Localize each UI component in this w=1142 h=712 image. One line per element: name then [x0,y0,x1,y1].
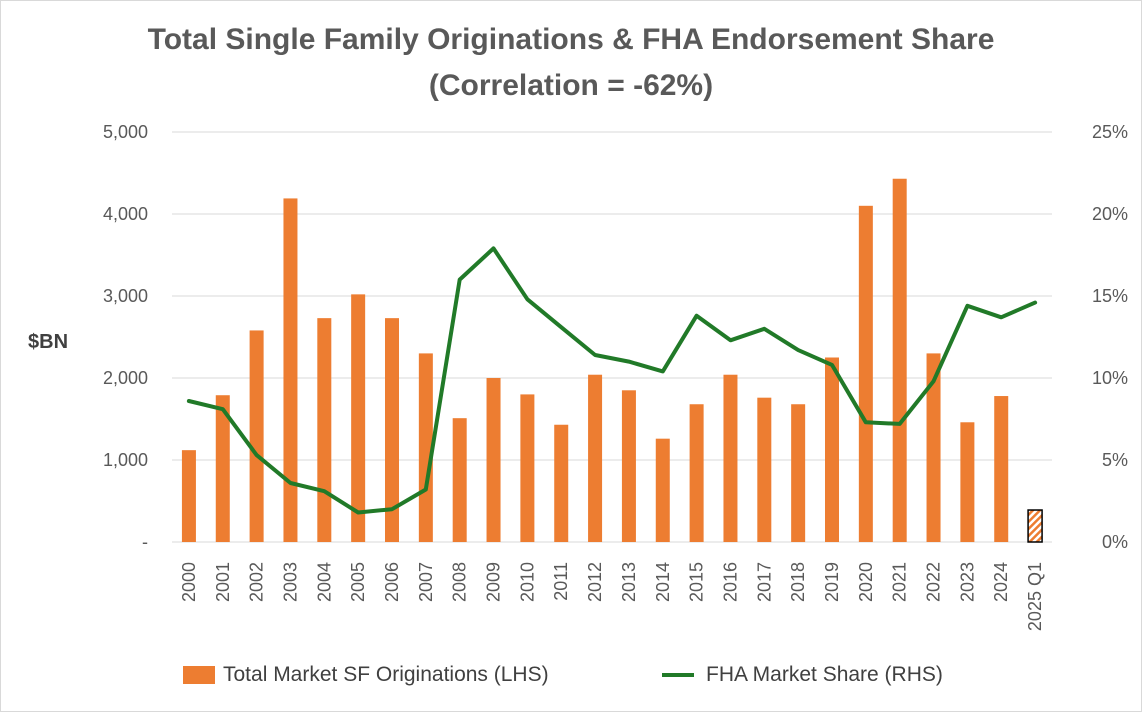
y-tick-label: 3,000 [103,286,148,306]
bar [791,404,806,542]
bar [486,378,501,542]
bar [452,418,467,542]
x-tick-label: 2003 [280,562,300,602]
bar [351,294,366,542]
legend-item-fha-share: FHA Market Share (RHS) [662,660,943,690]
y2-tick-label: 0% [1102,532,1128,552]
y-tick-label: 1,000 [103,450,148,470]
x-tick-label: 2002 [247,562,267,602]
bar [283,198,298,543]
x-tick-label: 2020 [856,562,876,602]
y-tick-label: 2,000 [103,368,148,388]
bar [181,450,196,542]
x-tick-label: 2024 [991,562,1011,602]
bar [689,404,704,542]
bar [723,374,738,542]
bar [994,396,1009,542]
legend-label-originations: Total Market SF Originations (LHS) [223,663,549,686]
bar [892,178,907,543]
bar [520,394,535,542]
bar [825,357,839,542]
legend-item-originations: Total Market SF Originations (LHS) [183,660,549,690]
x-tick-label: 2019 [822,562,842,602]
x-tick-label: 2007 [416,562,436,602]
bar [418,353,433,542]
x-tick-label: 2000 [179,562,199,602]
x-tick-label: 2023 [957,562,977,602]
x-tick-label: 2021 [890,562,910,602]
x-tick-label: 2018 [788,562,808,602]
x-tick-label: 2005 [348,562,368,602]
y2-tick-label: 20% [1092,204,1128,224]
y2-tick-label: 25% [1092,122,1128,142]
bar [926,353,941,542]
legend-line-swatch [662,673,694,677]
y2-tick-label: 10% [1092,368,1128,388]
x-tick-label: 2012 [585,562,605,602]
chart-title: Total Single Family Originations & FHA E… [147,23,995,56]
x-tick-label: 2013 [619,562,639,602]
bar [621,390,636,542]
x-tick-label: 2008 [450,562,470,602]
bar [385,318,399,542]
y-tick-label: 4,000 [103,204,148,224]
bar [960,422,975,542]
bar [858,205,873,543]
fha-share-line [186,246,1038,515]
bar [317,318,332,542]
y-tick-label: 5,000 [103,122,148,142]
x-tick-label: 2001 [213,562,233,602]
chart-subtitle: (Correlation = -62%) [428,69,714,102]
y2-tick-label: 15% [1092,286,1128,306]
bar [249,330,264,542]
x-tick-label: 2004 [314,562,334,602]
x-tick-label: 2016 [720,562,740,602]
x-tick-label: 2014 [653,562,673,602]
bar [757,397,772,542]
x-tick-label: 2015 [687,562,707,602]
y-tick-label: - [142,532,148,552]
x-tick-label: 2009 [484,562,504,602]
legend-label-fha-share: FHA Market Share (RHS) [706,663,943,686]
x-tick-label: 2017 [754,562,774,602]
bar [215,395,230,542]
x-tick-label: 2006 [382,562,402,602]
bar [588,374,603,542]
x-tick-label: 2010 [517,562,537,602]
x-tick-label: 2011 [551,562,571,601]
bar-partial-year [1027,509,1043,543]
bar [554,424,569,542]
y2-tick-label: 5% [1102,450,1128,470]
bar [655,438,670,542]
y-axis-label: $BN [28,331,68,353]
legend-bar-swatch [183,666,215,684]
x-tick-label: 2022 [924,562,944,602]
x-tick-label: 2025 Q1 [1025,562,1045,631]
